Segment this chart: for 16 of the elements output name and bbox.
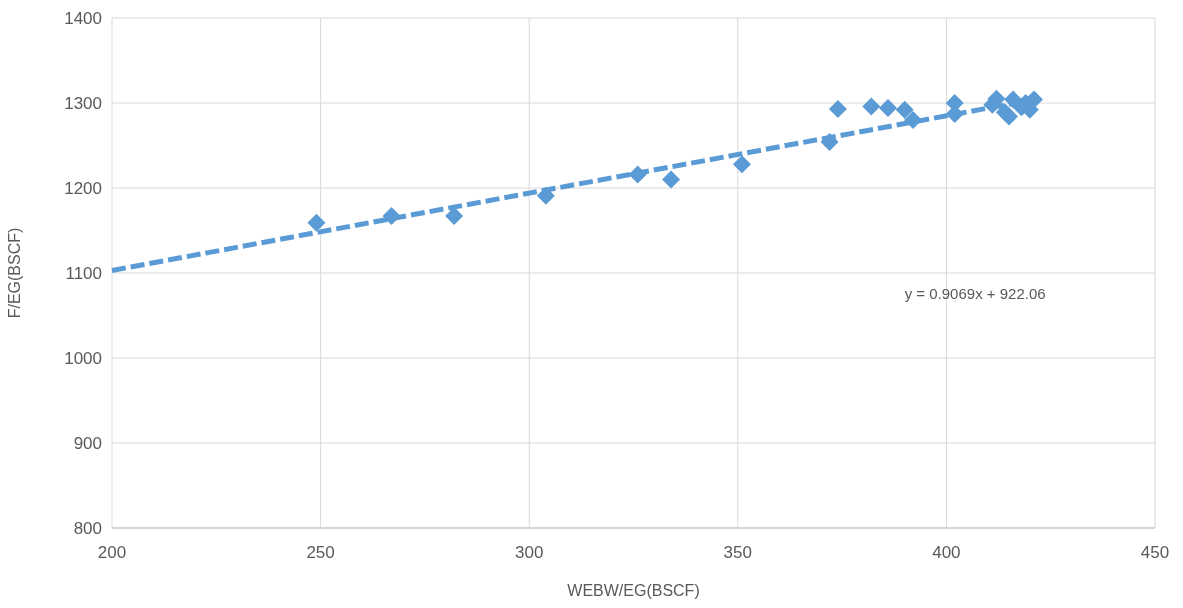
annotation: y = 0.9069x + 922.06	[904, 284, 1046, 302]
x-tick-label: 200	[97, 543, 127, 562]
y-tick-label: 1400	[64, 8, 102, 28]
y-axis-title: F/EG(BSCF)	[6, 227, 23, 319]
y-tick-label: 1300	[64, 93, 102, 113]
x-tick-label: 300	[515, 543, 544, 562]
x-axis-title: WEBW/EG(BSCF)	[567, 582, 700, 599]
y-tick-label: 1200	[64, 178, 102, 198]
y-tick-label: 800	[73, 518, 102, 538]
y-tick-label: 1000	[64, 348, 102, 368]
x-tick-label: 350	[723, 543, 752, 562]
x-tick-label: 400	[932, 543, 961, 562]
y-tick-label: 1100	[65, 263, 102, 283]
x-tick-label: 450	[1140, 543, 1170, 562]
x-tick-label: 250	[306, 543, 335, 562]
y-tick-label: 900	[73, 433, 102, 453]
